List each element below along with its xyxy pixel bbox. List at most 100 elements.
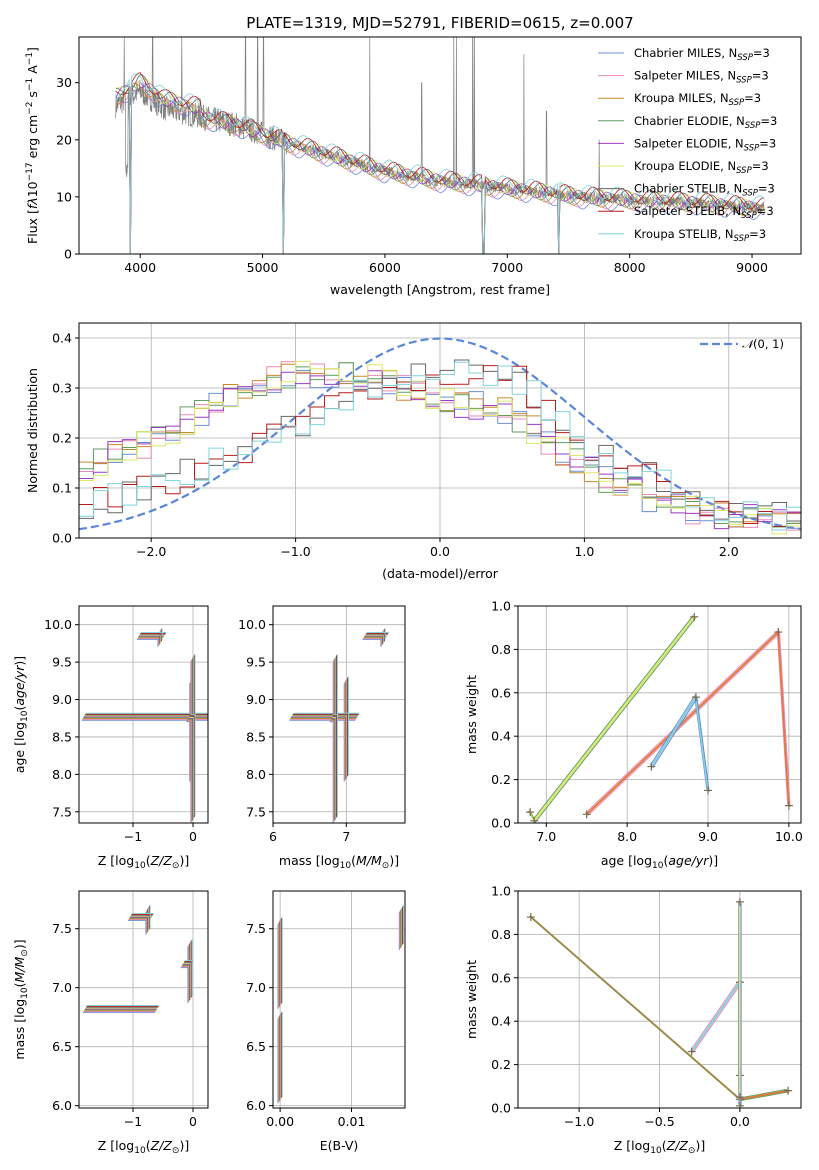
weight-marker <box>526 913 535 922</box>
y-tick-label: 6.5 <box>246 1039 266 1054</box>
y-tick-label: 0.8 <box>491 927 511 942</box>
legend-label: Kroupa MILES, NSSP=3 <box>634 91 761 108</box>
axes-weight-vs-Z: −1.0 −0.5 0.0 0.0 0.2 0.4 0.6 0.8 1.0 Z [log10(Z/… <box>464 884 802 1156</box>
plot-layer: 4000 5000 6000 7000 8000 9000 0 10 20 30 wavelengt… <box>12 36 803 1156</box>
y-tick-label: 0.0 <box>491 816 511 831</box>
weight-marker <box>687 1047 696 1056</box>
x-tick-label: −1.0 <box>564 1114 594 1129</box>
y-axis-label: age [log10(age/yr)] <box>12 656 30 773</box>
x-tick-label: 0 <box>189 1114 197 1129</box>
model-salpeter-stelib <box>115 72 765 254</box>
weight-line-1 <box>692 981 742 1077</box>
plot-area-weight-vs-Z <box>526 897 793 1108</box>
y-tick-label: 6.0 <box>246 1098 266 1113</box>
y-tick-label: 0.0 <box>52 531 72 546</box>
y-axis-label: Normed distribution <box>25 368 40 493</box>
axes-spectrum: 4000 5000 6000 7000 8000 9000 0 10 20 30 wavelengt… <box>25 36 802 297</box>
y-tick-label: 7.5 <box>52 804 72 819</box>
model-kroupa-stelib <box>115 73 765 254</box>
x-axis-label: (data-model)/error <box>382 566 499 581</box>
y-tick-label: 0.6 <box>491 685 511 700</box>
y-tick-label: 0.4 <box>491 1014 511 1029</box>
weight-marker <box>774 628 783 637</box>
x-tick-label: 0.01 <box>338 1114 366 1129</box>
y-tick-label: 0 <box>64 247 72 262</box>
x-tick-label: −1.0 <box>280 544 310 559</box>
weight-line-1 <box>587 632 791 816</box>
y-tick-label: 7.5 <box>246 921 266 936</box>
axes-age-vs-Z: −1 0 7.5 8.0 8.5 9.0 9.5 10.0 Z [log10(Z/Z⊙)] age… <box>12 605 209 871</box>
axes-age-vs-mass: 6 7 7.5 8.0 8.5 9.0 9.5 10.0 mass [log10(M/M⊙)] <box>238 605 406 871</box>
weight-marker <box>530 816 539 823</box>
plot-area-age-vs-mass <box>289 627 389 823</box>
legend-label: Salpeter STELIB, NSSP=3 <box>634 204 774 221</box>
figure-title: PLATE=1319, MJD=52791, FIBERID=0615, z=0… <box>246 14 633 32</box>
x-axis-label: Z [log10(Z/Z⊙)] <box>614 1138 705 1156</box>
legend-label: Salpeter ELODIE, NSSP=3 <box>634 136 776 153</box>
y-tick-label: 7.5 <box>246 804 266 819</box>
x-tick-label: 6000 <box>369 260 401 275</box>
weight-marker <box>735 1093 744 1102</box>
axes-mass-vs-EBV: 0.00 0.01 6.0 6.5 7.0 7.5 E(B-V) <box>246 890 406 1153</box>
x-tick-label: 7.0 <box>536 829 556 844</box>
y-tick-label: 7.0 <box>246 980 266 995</box>
x-axis-label: mass [log10(M/M⊙)] <box>279 853 399 871</box>
y-tick-label: 9.0 <box>246 692 266 707</box>
legend-label: 𝒩(0, 1) <box>742 337 784 351</box>
x-tick-label: 9.0 <box>698 829 718 844</box>
legend-label: Kroupa STELIB, NSSP=3 <box>634 227 766 244</box>
weight-line-0 <box>531 917 790 1102</box>
y-tick-label: 8.0 <box>52 767 72 782</box>
plot-area-spectrum <box>115 37 765 254</box>
x-tick-label: 6 <box>269 829 277 844</box>
y-tick-label: 9.5 <box>246 655 266 670</box>
legend-label: Chabrier STELIB, NSSP=3 <box>634 182 775 199</box>
y-tick-label: 0.0 <box>491 1101 511 1116</box>
x-tick-label: 0.0 <box>430 544 450 559</box>
plot-area-residuals <box>79 337 801 535</box>
weight-marker <box>784 801 793 810</box>
x-tick-label: 5000 <box>247 260 279 275</box>
x-tick-label: 7 <box>342 829 350 844</box>
weight-line-1 <box>586 629 790 816</box>
y-tick-label: 8.0 <box>246 767 266 782</box>
weight-marker <box>704 786 713 795</box>
x-tick-label: 10.0 <box>775 829 803 844</box>
plot-area-age-vs-Z <box>81 627 208 823</box>
x-tick-label: 0.00 <box>266 1114 294 1129</box>
model-salpeter-elodie <box>115 83 765 254</box>
y-tick-label: 0.2 <box>491 772 511 787</box>
axes-mass-vs-Z: −1 0 6.0 6.5 7.0 7.5 Z [log10(Z/Z⊙)] mass [log1… <box>12 890 209 1156</box>
model-chabrier-stelib <box>115 74 765 254</box>
y-tick-label: 0.2 <box>491 1057 511 1072</box>
y-tick-label: 7.5 <box>52 921 72 936</box>
axes-frame <box>517 605 802 824</box>
legend-label: Salpeter MILES, NSSP=3 <box>634 69 769 86</box>
x-tick-label: 8000 <box>614 260 646 275</box>
y-axis-label: mass weight <box>464 960 479 1039</box>
x-tick-label: 9000 <box>736 260 768 275</box>
weight-marker <box>735 897 744 906</box>
x-tick-label: 1.0 <box>574 544 594 559</box>
legend-label: Kroupa ELODIE, NSSP=3 <box>634 159 769 176</box>
weight-line-2 <box>649 694 708 790</box>
model-salpeter-miles <box>115 81 765 254</box>
x-tick-label: −1 <box>124 1114 142 1129</box>
y-tick-label: 10.0 <box>44 617 72 632</box>
y-tick-label: 0.4 <box>52 331 72 346</box>
x-tick-label: 7000 <box>491 260 523 275</box>
axes-frame <box>78 36 802 255</box>
weight-marker <box>691 693 700 702</box>
weight-marker <box>735 1101 744 1108</box>
y-axis-label: Flux [fλ10−17 erg cm−2 s−1 A−1] <box>25 47 40 244</box>
x-axis-label: age [log10(age/yr)] <box>601 853 718 871</box>
plot-area-mass-vs-Z <box>82 904 194 1013</box>
y-tick-label: 0.2 <box>52 431 72 446</box>
axes-frame <box>78 605 209 824</box>
weight-line-0 <box>530 617 696 823</box>
x-tick-label: 8.0 <box>617 829 637 844</box>
y-tick-label: 0.4 <box>491 729 511 744</box>
x-tick-label: 4000 <box>124 260 156 275</box>
axes-weight-vs-age: 7.0 8.0 9.0 10.0 0.0 0.2 0.4 0.6 0.8 1.0 age [log1… <box>464 599 803 872</box>
